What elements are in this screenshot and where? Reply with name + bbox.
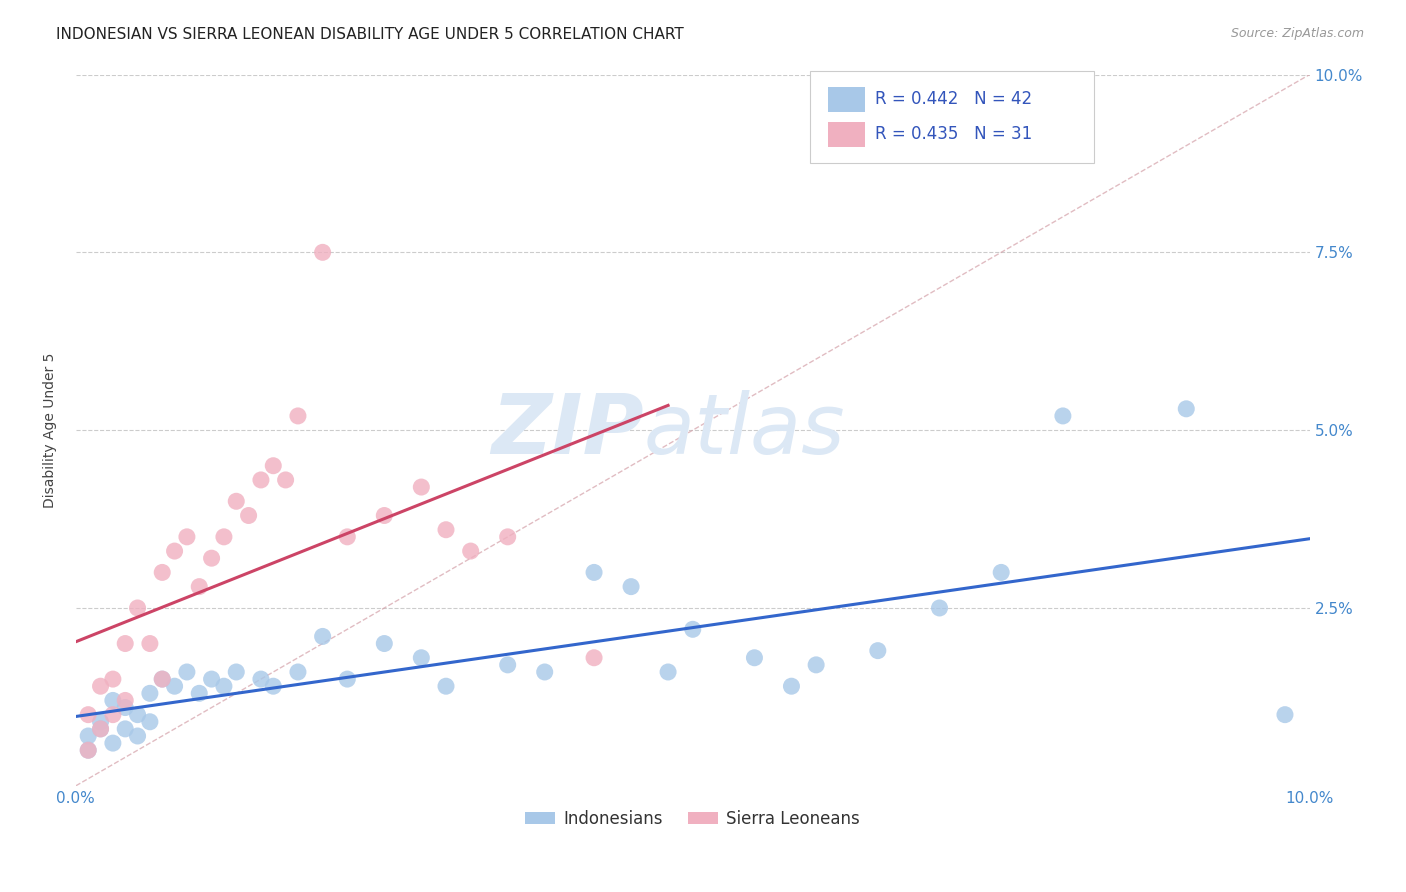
Point [200, 551, 222, 566]
Point [496, 657, 519, 672]
FancyBboxPatch shape [828, 122, 866, 147]
Point [188, 580, 211, 594]
Point [139, 686, 162, 700]
Point [250, 672, 273, 686]
Point [583, 650, 606, 665]
Point [77, 707, 100, 722]
Point [101, 672, 124, 686]
Point [411, 650, 433, 665]
Point [434, 523, 457, 537]
Point [90, 679, 112, 693]
Point [311, 245, 333, 260]
Point [163, 544, 186, 558]
Point [225, 665, 247, 679]
Text: R = 0.442   N = 42: R = 0.442 N = 42 [876, 90, 1032, 108]
Y-axis label: Disability Age Under 5: Disability Age Under 5 [44, 352, 58, 508]
Text: ZIP: ZIP [491, 390, 644, 471]
Point [90, 722, 112, 736]
Point [1175, 401, 1198, 416]
Point [1052, 409, 1074, 423]
Point [114, 636, 136, 650]
Point [127, 729, 149, 743]
Point [114, 722, 136, 736]
Point [460, 544, 482, 558]
Point [1274, 707, 1296, 722]
Point [620, 580, 643, 594]
Point [866, 643, 889, 657]
Point [127, 601, 149, 615]
Point [496, 530, 519, 544]
Point [139, 714, 162, 729]
Point [990, 566, 1012, 580]
Point [212, 679, 235, 693]
Point [77, 743, 100, 757]
Point [127, 707, 149, 722]
Point [150, 672, 173, 686]
Point [90, 714, 112, 729]
Legend: Indonesians, Sierra Leoneans: Indonesians, Sierra Leoneans [519, 803, 868, 834]
Point [804, 657, 827, 672]
Text: INDONESIAN VS SIERRA LEONEAN DISABILITY AGE UNDER 5 CORRELATION CHART: INDONESIAN VS SIERRA LEONEAN DISABILITY … [56, 27, 683, 42]
Point [139, 636, 162, 650]
Point [150, 566, 173, 580]
Point [373, 508, 395, 523]
Point [77, 729, 100, 743]
Point [262, 458, 284, 473]
Point [411, 480, 433, 494]
Point [176, 665, 198, 679]
Point [114, 693, 136, 707]
Point [287, 409, 309, 423]
Point [90, 722, 112, 736]
Point [200, 672, 222, 686]
Text: R = 0.435   N = 31: R = 0.435 N = 31 [876, 125, 1032, 144]
Point [77, 743, 100, 757]
Point [336, 530, 359, 544]
Point [373, 636, 395, 650]
Point [250, 473, 273, 487]
Point [163, 679, 186, 693]
Point [657, 665, 679, 679]
Point [744, 650, 766, 665]
FancyBboxPatch shape [810, 71, 1094, 163]
Point [225, 494, 247, 508]
Point [176, 530, 198, 544]
Point [583, 566, 606, 580]
Point [114, 700, 136, 714]
Point [287, 665, 309, 679]
Text: atlas: atlas [644, 390, 845, 471]
Point [336, 672, 359, 686]
Point [101, 693, 124, 707]
Point [928, 601, 950, 615]
Point [150, 672, 173, 686]
Point [262, 679, 284, 693]
Point [682, 623, 704, 637]
Point [274, 473, 297, 487]
Point [188, 686, 211, 700]
Point [238, 508, 260, 523]
Text: Source: ZipAtlas.com: Source: ZipAtlas.com [1230, 27, 1364, 40]
Point [101, 736, 124, 750]
Point [533, 665, 555, 679]
Point [434, 679, 457, 693]
Point [780, 679, 803, 693]
Point [101, 707, 124, 722]
Point [311, 629, 333, 643]
Point [212, 530, 235, 544]
FancyBboxPatch shape [828, 87, 866, 112]
